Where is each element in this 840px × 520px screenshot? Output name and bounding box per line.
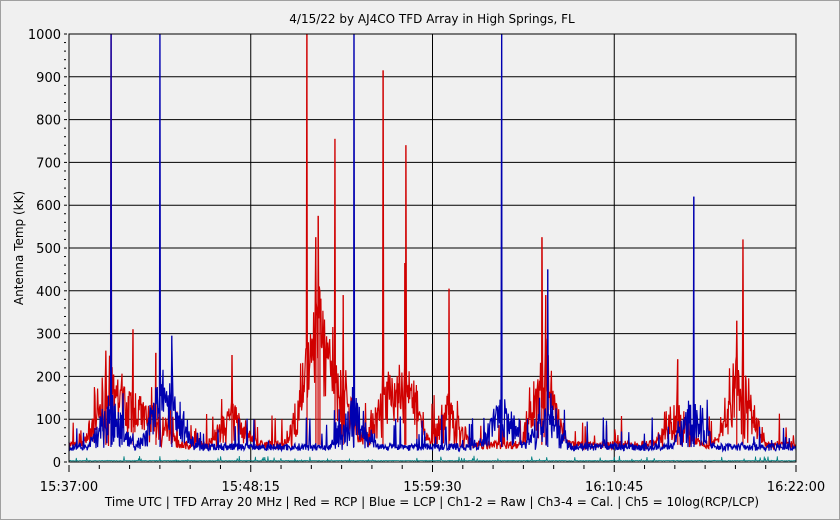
grid <box>68 33 797 463</box>
y-tick-label: 0 <box>53 456 61 471</box>
x-tick-label: 15:59:30 <box>403 480 461 495</box>
series-line-ch5 <box>68 455 797 462</box>
chart-title: 4/15/22 by AJ4CO TFD Array in High Sprin… <box>289 12 575 26</box>
y-tick-label: 300 <box>36 328 61 343</box>
plot-border <box>68 33 797 463</box>
y-axis-label: Antenna Temp (kK) <box>12 191 26 305</box>
y-tick-label: 200 <box>36 370 61 385</box>
x-tick-label: 16:10:45 <box>585 480 643 495</box>
series-line-lcp <box>68 33 797 453</box>
x-tick-label: 15:37:00 <box>40 480 98 495</box>
series-line-rcp <box>68 33 797 451</box>
y-tick-label: 100 <box>36 413 61 428</box>
y-tick-label: 600 <box>36 199 61 214</box>
y-tick-label: 700 <box>36 156 61 171</box>
y-tick-label: 800 <box>36 114 61 129</box>
y-tick-label: 400 <box>36 285 61 300</box>
series-group <box>68 33 797 462</box>
x-tick-label: 15:48:15 <box>222 480 280 495</box>
y-tick-label: 1000 <box>28 28 61 43</box>
y-tick-label: 900 <box>36 71 61 86</box>
y-tick-label: 500 <box>36 242 61 257</box>
x-axis-label: Time UTC | TFD Array 20 MHz | Red = RCP … <box>104 495 759 509</box>
axes: 0 100 200 300 400 500 600 700 800 900 1000 15:37:00… <box>28 28 825 495</box>
x-tick-label: 16:22:00 <box>767 480 825 495</box>
